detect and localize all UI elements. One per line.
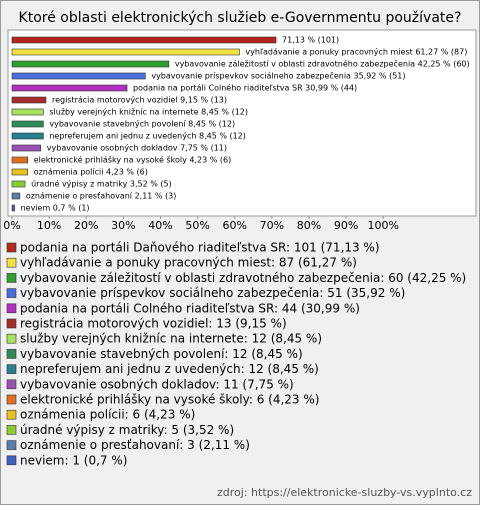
legend-swatch <box>6 409 17 420</box>
value-label-bg <box>48 131 247 141</box>
legend-swatch <box>6 379 17 390</box>
legend-label: elektronické prihlášky na vysoké školy: … <box>20 393 319 407</box>
value-label-bg <box>24 191 178 201</box>
legend-swatch <box>6 273 17 283</box>
x-tick-label: 90% <box>334 219 358 232</box>
legend-swatch <box>6 440 17 450</box>
legend-swatch <box>6 364 17 374</box>
value-label-bg <box>150 70 407 81</box>
value-label-bg <box>50 95 229 105</box>
x-tick-label: 40% <box>148 219 172 232</box>
value-label: registrácia motorových vozidiel 9,15 % (… <box>52 96 227 105</box>
bar <box>11 180 26 188</box>
x-tick-label: 80% <box>297 219 321 232</box>
value-label: 71,13 % (101) <box>282 36 339 45</box>
legend-swatch <box>6 303 17 314</box>
legend-swatch <box>6 288 17 298</box>
value-label-bg <box>32 167 149 177</box>
legend-label: neviem: 1 (0,7 %) <box>20 453 127 467</box>
legend-label: úradné výpisy z matriky: 5 (3,52 %) <box>20 423 234 437</box>
x-tick-label: 50% <box>185 219 209 232</box>
legend-label: nepreferujem ani jednu z uvedených: 12 (… <box>20 362 319 376</box>
bar <box>11 168 29 176</box>
bar <box>11 192 21 200</box>
value-label: vybavovanie záležitostí v oblasti zdravo… <box>175 59 470 69</box>
x-tick-label: 60% <box>222 219 246 232</box>
value-label: nepreferujem ani jednu z uvedených 8,45 … <box>49 132 246 141</box>
value-label: neviem 0,7 % (1) <box>21 204 90 213</box>
x-tick-label: 100% <box>367 219 398 232</box>
value-label: vybavovanie stavebných povolení 8,45 % (… <box>49 120 235 129</box>
bar <box>11 144 42 152</box>
value-label-bg <box>30 178 173 189</box>
x-tick-label: 70% <box>260 219 284 232</box>
x-tick-label: 0% <box>3 219 20 232</box>
value-label: oznámenia polícii 4,23 % (6) <box>34 168 148 177</box>
bar <box>11 108 44 116</box>
chart-title: Ktoré oblasti elektronických služieb e-G… <box>19 10 462 26</box>
bar <box>11 96 47 104</box>
bar <box>11 72 146 80</box>
legend-swatch <box>6 242 17 253</box>
value-label: vybavovanie príspevkov sociálneho zabezp… <box>151 71 405 81</box>
legend-swatch <box>6 333 17 344</box>
legend-label: podania na portáli Daňového riaditeľstva… <box>20 241 380 255</box>
legend-label: služby verejných knižníc na internete: 1… <box>20 332 322 346</box>
legend-swatch <box>6 425 17 435</box>
legend-label: registrácia motorových vozidiel: 13 (9,1… <box>20 317 287 331</box>
legend-label: oznámenie o presťahovaní: 3 (2,11 %) <box>20 438 250 452</box>
value-label-bg <box>48 107 250 117</box>
bar <box>11 204 15 212</box>
value-label-bg <box>244 47 469 57</box>
source: zdroj: https://elektronicke-sluzby-vs.vy… <box>217 486 472 499</box>
value-label: oznámenie o presťahovaní 2,11 % (3) <box>26 192 177 201</box>
value-label-bg <box>173 58 471 69</box>
value-label: úradné výpisy z matriky 3,52 % (5) <box>31 179 172 189</box>
x-tick-label: 10% <box>37 219 61 232</box>
x-tick-label: 20% <box>74 219 98 232</box>
value-label-bg <box>32 154 233 165</box>
bar <box>11 60 170 68</box>
legend-swatch <box>6 349 17 359</box>
legend-swatch <box>6 257 17 268</box>
value-label-bg <box>45 143 229 153</box>
value-label-bg <box>19 203 91 213</box>
value-label: podania na portáli Colného riaditeľstva … <box>133 83 357 93</box>
legend-swatch <box>6 318 17 329</box>
value-label: vyhľadávanie a ponuky pracovných miest 6… <box>245 48 467 57</box>
value-label: služby verejných knižníc na internete 8,… <box>49 108 248 117</box>
legend-label: vybavovanie záležitostí v oblasti zdravo… <box>20 271 466 285</box>
legend-swatch <box>6 394 17 405</box>
value-label-bg <box>48 119 237 129</box>
bar <box>11 132 44 140</box>
bar <box>11 36 277 44</box>
value-label-bg <box>132 82 359 93</box>
value-label-bg <box>281 35 341 45</box>
x-tick-label: 30% <box>111 219 135 232</box>
bar <box>11 156 29 164</box>
value-label: vybavovanie osobných dokladov 7,75 % (11… <box>47 144 227 153</box>
legend-label: podania na portáli Colného riaditeľstva … <box>20 301 360 315</box>
bar <box>11 84 128 92</box>
bar <box>11 120 44 128</box>
legend-label: vybavovanie príspevkov sociálneho zabezp… <box>20 286 405 300</box>
legend-swatch <box>6 455 17 466</box>
legend-label: vybavovanie osobných dokladov: 11 (7,75 … <box>20 377 294 391</box>
legend-label: vybavovanie stavebných povolení: 12 (8,4… <box>20 347 303 361</box>
legend-label: oznámenia polícii: 6 (4,23 %) <box>20 408 195 422</box>
legend-label: vyhľadávanie a ponuky pracovných miest: … <box>20 256 357 270</box>
bar <box>11 48 240 56</box>
value-label: elektronické prihlášky na vysoké školy 4… <box>34 155 232 165</box>
